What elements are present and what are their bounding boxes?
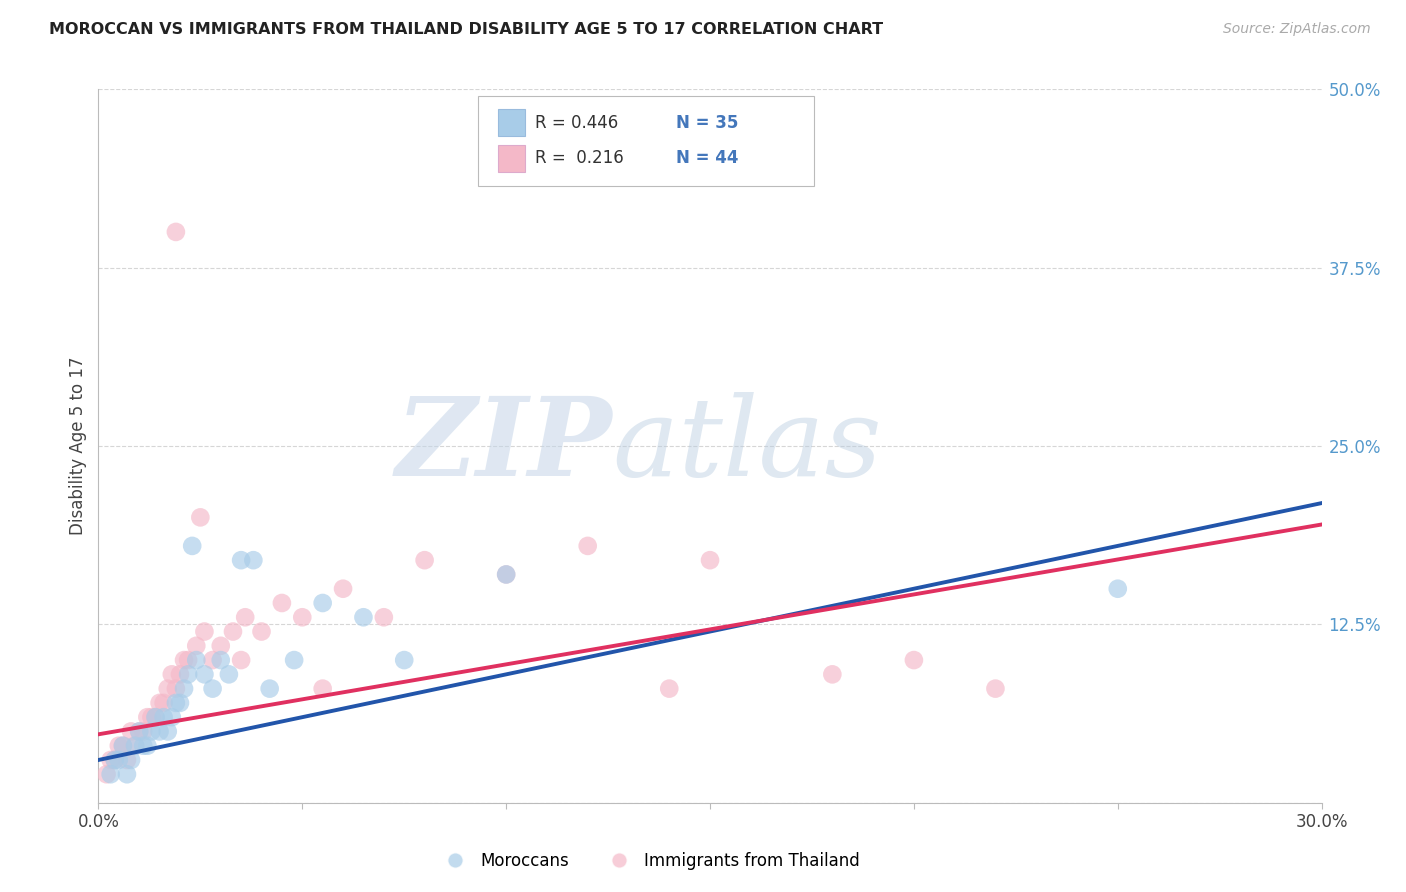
Text: Source: ZipAtlas.com: Source: ZipAtlas.com [1223, 22, 1371, 37]
Text: MOROCCAN VS IMMIGRANTS FROM THAILAND DISABILITY AGE 5 TO 17 CORRELATION CHART: MOROCCAN VS IMMIGRANTS FROM THAILAND DIS… [49, 22, 883, 37]
Point [100, 767, 122, 781]
Point [186, 639, 208, 653]
Point [115, 753, 138, 767]
Point [209, 639, 232, 653]
Point [124, 739, 146, 753]
Point [165, 225, 187, 239]
Point [332, 582, 354, 596]
Text: R =  0.216: R = 0.216 [536, 150, 624, 168]
Point [124, 739, 146, 753]
Point [111, 739, 134, 753]
Point [173, 681, 195, 696]
Point [270, 596, 294, 610]
Point [173, 653, 195, 667]
Point [108, 739, 131, 753]
Point [152, 696, 174, 710]
Point [169, 696, 191, 710]
Point [392, 653, 416, 667]
Point [1107, 582, 1129, 596]
Point [242, 553, 264, 567]
Text: atlas: atlas [612, 392, 882, 500]
Point [149, 724, 172, 739]
Bar [498, 109, 526, 136]
Point [658, 681, 681, 696]
Point [181, 539, 204, 553]
Point [312, 596, 335, 610]
Point [283, 653, 305, 667]
Point [495, 567, 517, 582]
Bar [498, 145, 526, 172]
Point [177, 653, 200, 667]
Point [984, 681, 1007, 696]
Point [132, 739, 155, 753]
Point [821, 667, 844, 681]
Point [132, 724, 155, 739]
FancyBboxPatch shape [478, 96, 814, 186]
Point [145, 710, 167, 724]
Point [104, 753, 127, 767]
Text: N = 35: N = 35 [676, 114, 738, 132]
Point [128, 724, 150, 739]
Point [201, 653, 224, 667]
Point [165, 696, 187, 710]
Point [104, 753, 127, 767]
Text: N = 44: N = 44 [676, 150, 738, 168]
Point [136, 739, 159, 753]
Point [115, 767, 138, 781]
Point [373, 610, 395, 624]
Legend: Moroccans, Immigrants from Thailand: Moroccans, Immigrants from Thailand [432, 846, 866, 877]
Point [193, 667, 215, 681]
Point [186, 653, 208, 667]
Point [352, 610, 374, 624]
Point [141, 710, 163, 724]
Point [222, 624, 245, 639]
Point [259, 681, 281, 696]
Point [903, 653, 925, 667]
Point [100, 753, 122, 767]
Point [250, 624, 273, 639]
Point [108, 753, 131, 767]
Point [165, 681, 187, 696]
Point [291, 610, 314, 624]
Point [156, 681, 179, 696]
Point [149, 696, 172, 710]
Point [231, 553, 253, 567]
Point [128, 724, 150, 739]
Point [177, 667, 200, 681]
Point [231, 653, 253, 667]
Point [120, 724, 142, 739]
Point [576, 539, 599, 553]
Text: ZIP: ZIP [395, 392, 612, 500]
Point [495, 567, 517, 582]
Point [201, 681, 224, 696]
Text: R = 0.446: R = 0.446 [536, 114, 619, 132]
Point [136, 710, 159, 724]
Point [141, 724, 163, 739]
Point [160, 667, 183, 681]
Point [193, 624, 215, 639]
Point [413, 553, 436, 567]
Point [111, 739, 134, 753]
Point [169, 667, 191, 681]
Point [160, 710, 183, 724]
Point [188, 510, 212, 524]
Point [156, 724, 179, 739]
Point [209, 653, 232, 667]
Point [120, 753, 142, 767]
Point [699, 553, 721, 567]
Point [152, 710, 174, 724]
Point [96, 767, 118, 781]
Y-axis label: Disability Age 5 to 17: Disability Age 5 to 17 [69, 357, 87, 535]
Point [233, 610, 256, 624]
Point [145, 710, 167, 724]
Point [218, 667, 240, 681]
Point [312, 681, 335, 696]
